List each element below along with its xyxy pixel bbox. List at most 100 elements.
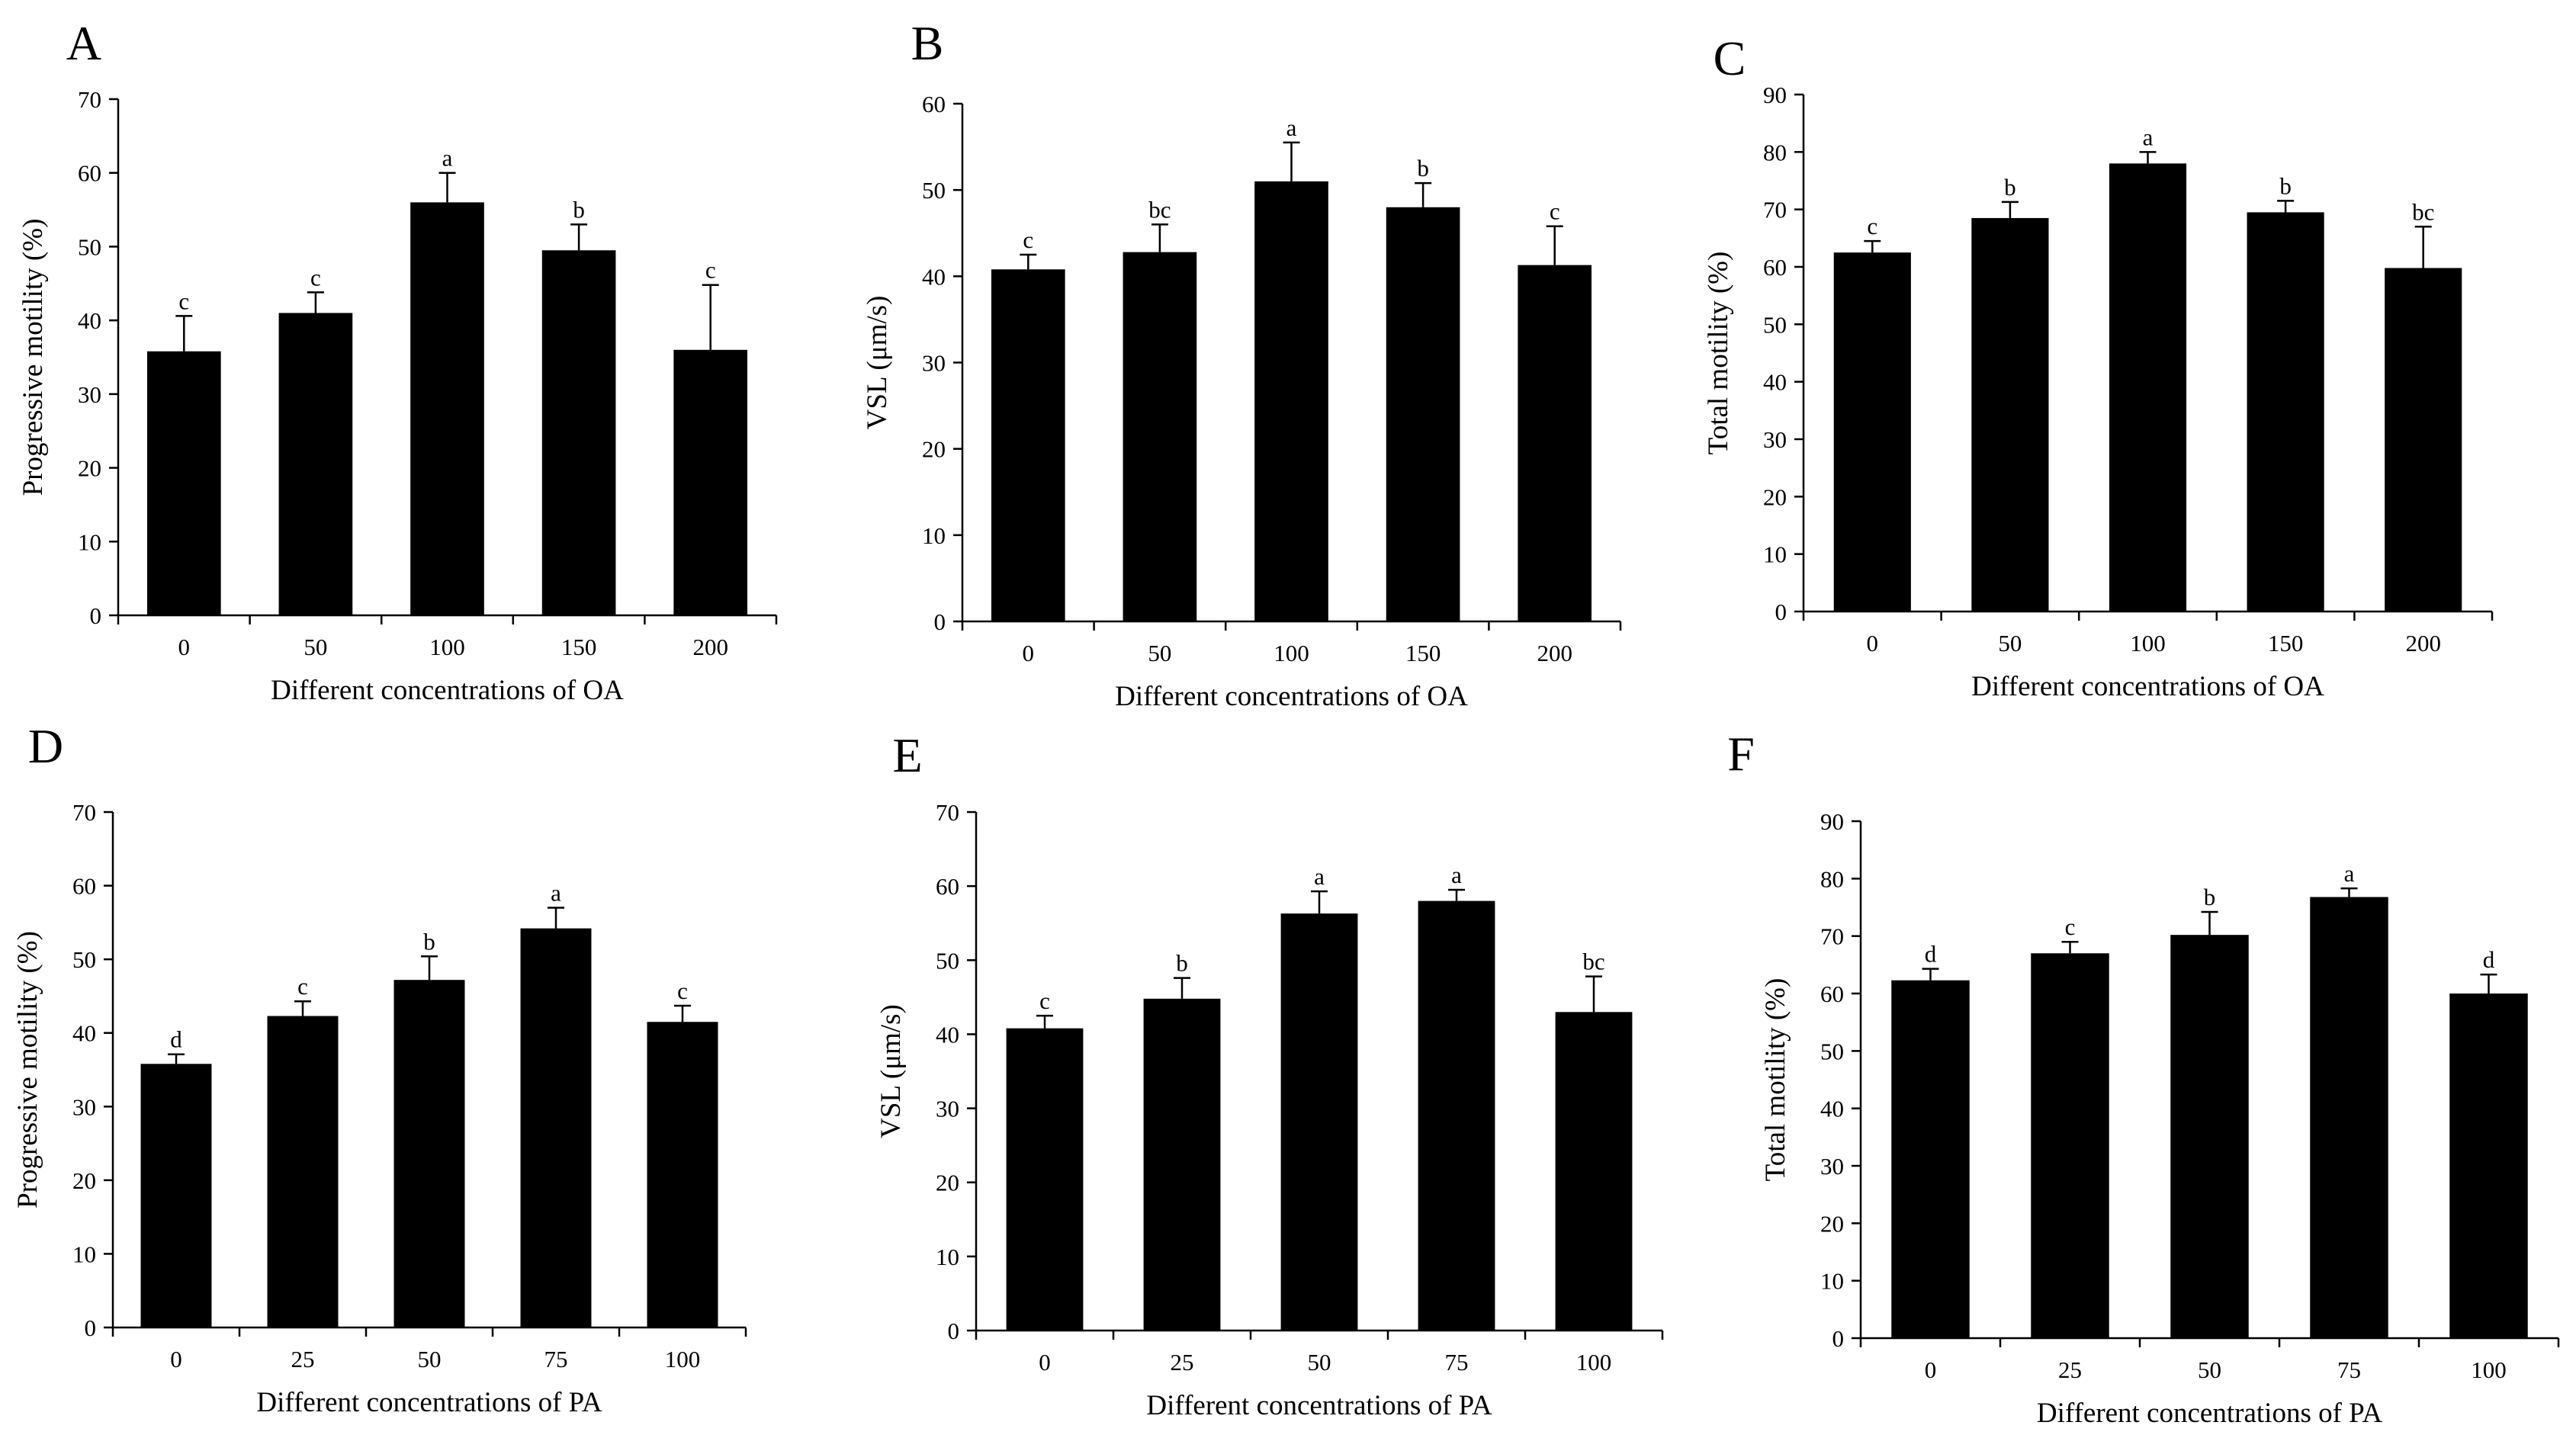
chart-panel-d: Dd 0 c 25 b 50 a 75 c 100 0 10 20 30 40 50 60 70 Different… <box>12 719 747 1418</box>
significance-letter: c <box>1023 226 1033 253</box>
bar <box>2031 953 2109 1338</box>
y-tick-label: 80 <box>1820 865 1844 892</box>
bar <box>1971 217 2049 612</box>
y-tick-label: 70 <box>1820 923 1844 950</box>
y-tick-label: 10 <box>936 1244 959 1270</box>
x-tick-label: 75 <box>1445 1349 1469 1376</box>
y-axis-title: Total motility (%) <box>1760 978 1791 1182</box>
x-axis-title: Different concentrations of PA <box>1146 1390 1492 1421</box>
bar <box>520 928 592 1327</box>
y-tick-label: 20 <box>1763 483 1787 510</box>
significance-letter: a <box>1286 114 1297 141</box>
x-tick-label: 200 <box>692 634 728 660</box>
x-tick-label: 50 <box>1148 640 1171 666</box>
x-tick-label: 200 <box>2405 630 2441 656</box>
y-tick-label: 0 <box>934 608 946 635</box>
y-tick-label: 40 <box>1763 369 1787 396</box>
bar <box>410 202 484 615</box>
x-tick-label: 75 <box>2337 1356 2361 1383</box>
significance-letter: c <box>310 264 321 291</box>
y-axis-title: Progressive motility (%) <box>18 219 49 496</box>
y-tick-label: 30 <box>936 1096 959 1122</box>
x-axis-title: Different concentrations of PA <box>256 1387 602 1418</box>
y-tick-label: 80 <box>1763 139 1787 165</box>
x-tick-label: 0 <box>178 634 191 660</box>
x-tick-label: 100 <box>429 634 465 660</box>
x-axis-title: Different concentrations of OA <box>1115 681 1468 712</box>
significance-letter: a <box>2143 124 2154 150</box>
significance-letter: b <box>2279 172 2292 199</box>
significance-letter: c <box>297 973 308 1000</box>
bar <box>991 269 1065 621</box>
significance-letter: d <box>1925 941 1937 968</box>
x-tick-label: 150 <box>561 634 597 660</box>
bar <box>1254 181 1328 622</box>
y-tick-label: 30 <box>78 381 101 408</box>
y-axis-title: Total motility (%) <box>1703 252 1734 455</box>
y-tick-label: 70 <box>1763 197 1787 223</box>
x-axis-title: Different concentrations of OA <box>1971 671 2324 702</box>
x-tick-label: 50 <box>418 1346 442 1372</box>
y-tick-label: 0 <box>1775 599 1787 625</box>
significance-letter: b <box>2204 884 2216 910</box>
significance-letter: bc <box>1148 196 1171 223</box>
bar <box>1386 207 1460 621</box>
chart-panel-a: Ac 0 c 50 a 100 b 150 c 200 0 10 20 30 40 50 60 70 Differe… <box>18 16 778 706</box>
y-tick-label: 40 <box>922 263 946 290</box>
panel-letter: C <box>1714 31 1746 85</box>
y-axis-title: VSL (μm/s) <box>862 296 893 430</box>
x-tick-label: 100 <box>2471 1356 2507 1383</box>
significance-letter: c <box>2065 913 2076 940</box>
y-tick-label: 0 <box>1832 1325 1845 1352</box>
y-tick-label: 40 <box>1820 1096 1844 1122</box>
x-tick-label: 50 <box>1308 1349 1331 1376</box>
y-tick-label: 50 <box>936 947 959 974</box>
bar <box>647 1022 718 1327</box>
x-tick-label: 50 <box>1998 630 2022 656</box>
y-tick-label: 70 <box>936 799 959 826</box>
chart-panel-f: Fd 0 c 25 b 50 a 75 d 100 0 10 20 30 40 50 60 70 80 90 Diffe… <box>1727 727 2560 1429</box>
bar <box>1555 1012 1633 1331</box>
y-tick-label: 10 <box>78 528 101 555</box>
significance-letter: c <box>1039 987 1050 1014</box>
x-tick-label: 0 <box>1925 1356 1937 1383</box>
x-tick-label: 25 <box>291 1346 315 1372</box>
y-tick-label: 70 <box>72 799 96 826</box>
x-tick-label: 25 <box>1171 1349 1194 1376</box>
bar <box>1891 980 1970 1338</box>
panel-letter: B <box>911 16 944 70</box>
y-tick-label: 0 <box>948 1318 960 1344</box>
y-tick-label: 60 <box>936 873 959 900</box>
y-tick-label: 30 <box>1763 426 1787 453</box>
y-tick-label: 70 <box>78 86 101 113</box>
significance-letter: b <box>1176 950 1188 977</box>
chart-panel-b: Bc 0 bc 50 a 100 b 150 c 200 0 10 20 30 40 50 60 Differen… <box>862 16 1622 712</box>
x-tick-label: 100 <box>1274 640 1309 666</box>
y-tick-label: 90 <box>1763 82 1787 108</box>
significance-letter: b <box>573 196 585 223</box>
chart-panel-c: Cc 0 b 50 a 100 b 150 bc 200 0 10 20 30 40 50 60 70 80 90 Di… <box>1703 31 2494 702</box>
bar <box>2449 994 2528 1338</box>
y-tick-label: 60 <box>1820 981 1844 1007</box>
significance-letter: c <box>1550 198 1560 225</box>
y-tick-label: 30 <box>922 350 946 377</box>
significance-letter: b <box>1417 155 1429 181</box>
y-tick-label: 30 <box>1820 1153 1844 1180</box>
y-tick-label: 20 <box>78 455 101 482</box>
bar <box>278 313 353 615</box>
x-tick-label: 0 <box>1867 630 1879 656</box>
bar <box>2109 163 2187 612</box>
x-tick-label: 100 <box>2130 630 2166 656</box>
significance-letter: c <box>178 287 189 314</box>
x-tick-label: 0 <box>1039 1349 1051 1376</box>
y-tick-label: 50 <box>1763 311 1787 338</box>
y-tick-label: 90 <box>1820 808 1844 835</box>
x-tick-label: 50 <box>2198 1356 2221 1383</box>
bar <box>1418 900 1495 1331</box>
significance-letter: b <box>423 928 435 955</box>
bar <box>1280 913 1358 1331</box>
y-tick-label: 50 <box>922 177 946 204</box>
x-tick-label: 75 <box>544 1346 568 1372</box>
x-axis-title: Different concentrations of OA <box>271 675 624 706</box>
significance-letter: bc <box>1582 949 1604 975</box>
